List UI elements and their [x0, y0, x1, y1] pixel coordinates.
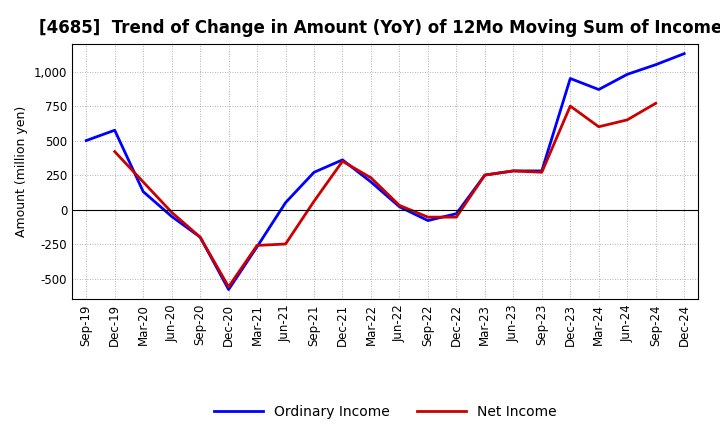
Net Income — [566, 103, 575, 109]
Ordinary Income — [338, 157, 347, 162]
Ordinary Income — [566, 76, 575, 81]
Title: [4685]  Trend of Change in Amount (YoY) of 12Mo Moving Sum of Incomes: [4685] Trend of Change in Amount (YoY) o… — [39, 19, 720, 37]
Net Income — [480, 172, 489, 178]
Net Income — [253, 243, 261, 248]
Net Income — [196, 235, 204, 240]
Ordinary Income — [167, 214, 176, 219]
Net Income — [225, 284, 233, 290]
Net Income — [595, 124, 603, 129]
Net Income — [623, 117, 631, 122]
Ordinary Income — [680, 51, 688, 56]
Net Income — [652, 101, 660, 106]
Ordinary Income — [253, 244, 261, 249]
Net Income — [452, 214, 461, 220]
Net Income — [139, 180, 148, 185]
Net Income — [366, 175, 375, 180]
Ordinary Income — [366, 180, 375, 185]
Net Income — [509, 168, 518, 173]
Line: Ordinary Income: Ordinary Income — [86, 54, 684, 290]
Ordinary Income — [652, 62, 660, 67]
Ordinary Income — [395, 204, 404, 209]
Net Income — [110, 149, 119, 154]
Ordinary Income — [480, 172, 489, 178]
Net Income — [338, 158, 347, 164]
Ordinary Income — [423, 218, 432, 223]
Ordinary Income — [509, 168, 518, 173]
Ordinary Income — [82, 138, 91, 143]
Ordinary Income — [537, 168, 546, 173]
Ordinary Income — [595, 87, 603, 92]
Ordinary Income — [139, 189, 148, 194]
Y-axis label: Amount (million yen): Amount (million yen) — [15, 106, 28, 237]
Ordinary Income — [110, 128, 119, 133]
Net Income — [395, 203, 404, 208]
Ordinary Income — [225, 287, 233, 292]
Net Income — [423, 214, 432, 220]
Ordinary Income — [452, 211, 461, 216]
Ordinary Income — [196, 235, 204, 240]
Line: Net Income: Net Income — [114, 103, 656, 287]
Ordinary Income — [623, 72, 631, 77]
Net Income — [167, 209, 176, 215]
Net Income — [310, 198, 318, 204]
Net Income — [282, 242, 290, 247]
Ordinary Income — [282, 200, 290, 205]
Legend: Ordinary Income, Net Income: Ordinary Income, Net Income — [208, 400, 562, 425]
Net Income — [537, 170, 546, 175]
Ordinary Income — [310, 170, 318, 175]
